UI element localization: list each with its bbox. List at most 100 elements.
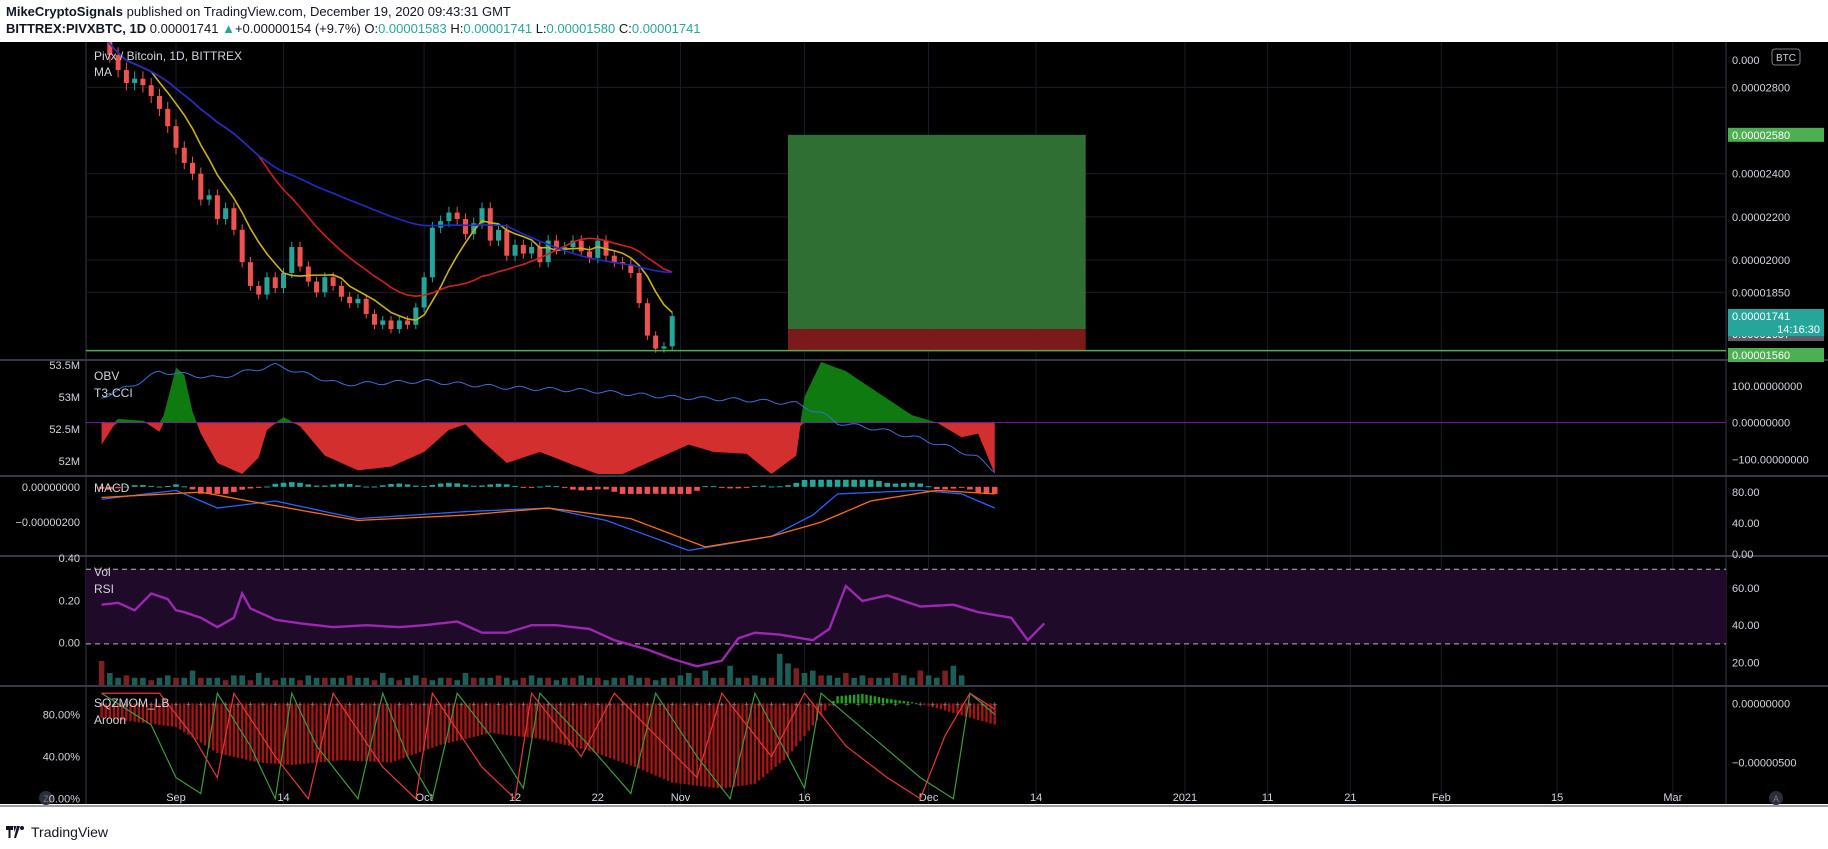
sqz-bar <box>455 703 459 741</box>
sqz-bar <box>712 703 715 788</box>
macd-histogram-bar <box>255 486 262 488</box>
candle <box>529 247 535 254</box>
x-tick-label: Mar <box>1663 792 1682 804</box>
a-badge: A <box>1773 794 1779 804</box>
macd-histogram-bar <box>355 485 361 487</box>
currency-badge: BTC <box>1776 53 1796 64</box>
macd-histogram-bar <box>553 486 560 488</box>
candle <box>405 320 411 325</box>
volume-bar <box>446 677 452 685</box>
footer-brand[interactable]: TradingView <box>6 820 108 844</box>
sqz-cross: + <box>273 699 278 709</box>
low-label: L: <box>535 21 547 36</box>
sqz-bar <box>633 703 637 768</box>
sqz-bar <box>410 703 413 756</box>
macd-histogram-bar <box>181 486 188 488</box>
macd-histogram-bar <box>884 482 891 487</box>
sqz-bar <box>443 703 446 744</box>
price-tag-bg <box>1728 348 1824 362</box>
x-tick-label: 14 <box>1030 792 1042 804</box>
volume-bar <box>628 675 634 685</box>
candle <box>347 296 353 304</box>
sqz-bar <box>402 703 405 759</box>
volume-bar <box>288 677 295 685</box>
sqz-cross: + <box>570 699 575 709</box>
x-tick-label: 14 <box>277 792 289 804</box>
volume-bar <box>851 677 857 685</box>
candle <box>214 195 220 220</box>
sqz-bar <box>546 703 550 741</box>
sqz-cross: + <box>818 699 823 709</box>
volume-bar <box>247 680 254 685</box>
candle <box>661 346 667 349</box>
macd-histogram-bar <box>561 486 568 488</box>
macd-histogram-bar <box>818 479 824 487</box>
volume-bar <box>173 677 179 685</box>
candle <box>438 221 444 228</box>
sqz-bar <box>910 702 914 704</box>
sqz-cross: + <box>347 699 352 709</box>
sqz-bar <box>952 703 955 713</box>
sqz-bar <box>513 703 517 736</box>
macd-histogram-bar <box>487 484 494 487</box>
macd-histogram-bar <box>512 485 518 487</box>
macd-histogram-bar <box>876 481 882 487</box>
volume-bar <box>553 680 560 685</box>
candle <box>289 247 295 273</box>
publisher-name[interactable]: MikeCryptoSignals <box>6 4 124 19</box>
macd-histogram-bar <box>760 485 766 487</box>
macd-histogram-bar <box>958 486 965 488</box>
macd-histogram-bar <box>826 479 833 487</box>
macd-histogram-bar <box>925 486 932 488</box>
macd-histogram-bar <box>793 482 800 487</box>
sqz-cross: + <box>260 699 265 709</box>
x-tick-label: 22 <box>592 792 604 804</box>
candle <box>355 298 361 304</box>
countdown-label: 14:16:30 <box>1777 324 1820 336</box>
sqz-bar <box>278 703 281 765</box>
aroon-tick-label: 0.00% <box>49 794 80 806</box>
volume-bar <box>454 680 460 685</box>
candle <box>198 173 204 200</box>
macd-histogram-bar <box>710 486 717 488</box>
candle <box>396 320 402 330</box>
sqz-bar <box>377 703 380 762</box>
x-tick-label: Nov <box>671 792 691 804</box>
sqz-bar <box>675 703 678 784</box>
sqz-bar <box>447 703 451 743</box>
change-arrow-icon: ▲ <box>222 21 235 36</box>
volume-bar <box>313 677 320 685</box>
sqz-bar <box>365 703 368 762</box>
volume-bar <box>338 677 345 685</box>
candle <box>272 277 278 289</box>
sqz-bar <box>290 703 293 765</box>
macd-histogram-bar <box>570 486 576 490</box>
volume-bar <box>934 677 940 685</box>
macd-histogram-bar <box>189 486 196 490</box>
macd-histogram-bar <box>396 483 403 487</box>
candle <box>239 229 245 263</box>
obv-tick-label: 53.5M <box>49 360 80 372</box>
sqz-cross: + <box>843 699 848 709</box>
sqz-bar <box>848 695 852 704</box>
sqz-cross: + <box>173 699 178 709</box>
volume-bar <box>834 677 841 685</box>
macd-histogram-bar <box>586 486 593 491</box>
published-info: published on TradingView.com, December 1… <box>123 4 511 19</box>
sqz-bar <box>948 703 951 712</box>
sqz-bar <box>216 703 219 754</box>
macd-histogram-bar <box>859 479 866 487</box>
sqz-bar <box>286 703 289 765</box>
volume-bar <box>504 677 510 685</box>
sqz-bar <box>542 703 546 740</box>
sqz-bar <box>166 703 169 727</box>
sqz-cross: + <box>744 699 749 709</box>
volume-bar <box>545 677 551 685</box>
macd-histogram-bar <box>495 483 502 487</box>
macd-histogram-bar <box>462 484 469 487</box>
sqz-bar <box>873 696 877 704</box>
macd-histogram-bar <box>537 486 543 488</box>
sqz-cross: + <box>918 699 923 709</box>
macd-histogram-bar <box>594 486 601 490</box>
